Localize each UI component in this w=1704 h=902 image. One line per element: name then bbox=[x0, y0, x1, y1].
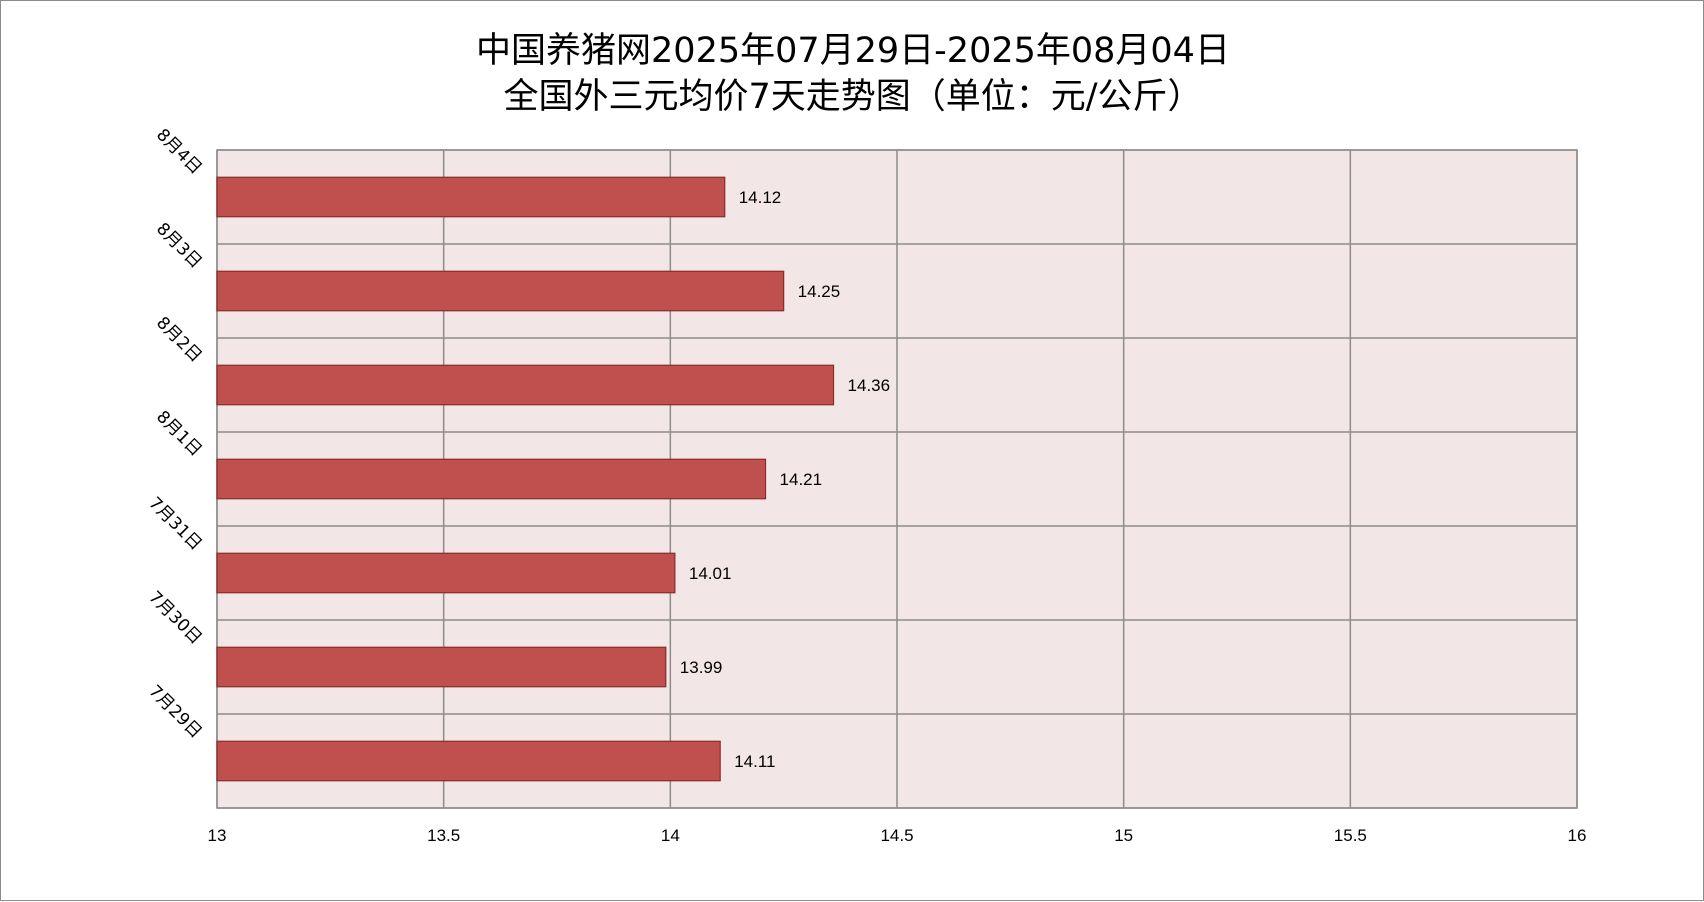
bar-2 bbox=[216, 364, 835, 406]
bar-5 bbox=[216, 646, 667, 688]
data-label-1: 14.25 bbox=[798, 282, 841, 301]
x-tick-label-4: 15 bbox=[1114, 826, 1133, 845]
bar-layer bbox=[216, 176, 835, 782]
category-label-6: 7月29日 bbox=[144, 681, 205, 742]
category-label-4: 7月31日 bbox=[144, 493, 205, 554]
x-tick-label-5: 15.5 bbox=[1334, 826, 1367, 845]
x-tick-label-2: 14 bbox=[661, 826, 680, 845]
category-label-1: 8月3日 bbox=[152, 219, 205, 272]
chart-title-line-1: 中国养猪网2025年07月29日-2025年08月04日 bbox=[476, 31, 1230, 71]
category-label-0: 8月4日 bbox=[152, 125, 205, 178]
category-label-3: 8月1日 bbox=[152, 407, 205, 460]
chart-title-line-2: 全国外三元均价7天走势图（单位：元/公斤） bbox=[503, 77, 1202, 117]
category-label-2: 8月2日 bbox=[152, 313, 205, 366]
bar-3 bbox=[216, 458, 767, 500]
data-label-2: 14.36 bbox=[848, 376, 891, 395]
grid-layer bbox=[216, 149, 1578, 809]
x-tick-label-1: 13.5 bbox=[427, 826, 460, 845]
data-label-3: 14.21 bbox=[780, 470, 823, 489]
data-label-6: 14.11 bbox=[734, 752, 775, 771]
x-tick-label-3: 14.5 bbox=[880, 826, 913, 845]
bar-1 bbox=[216, 270, 785, 312]
data-label-0: 14.12 bbox=[739, 188, 782, 207]
data-label-4: 14.01 bbox=[689, 564, 732, 583]
x-tick-label-6: 16 bbox=[1568, 826, 1587, 845]
bar-0 bbox=[216, 176, 726, 218]
bar-6 bbox=[216, 740, 721, 782]
data-label-5: 13.99 bbox=[680, 658, 723, 677]
bar-4 bbox=[216, 552, 676, 594]
x-tick-label-0: 13 bbox=[208, 826, 227, 845]
category-label-5: 7月30日 bbox=[144, 587, 205, 648]
